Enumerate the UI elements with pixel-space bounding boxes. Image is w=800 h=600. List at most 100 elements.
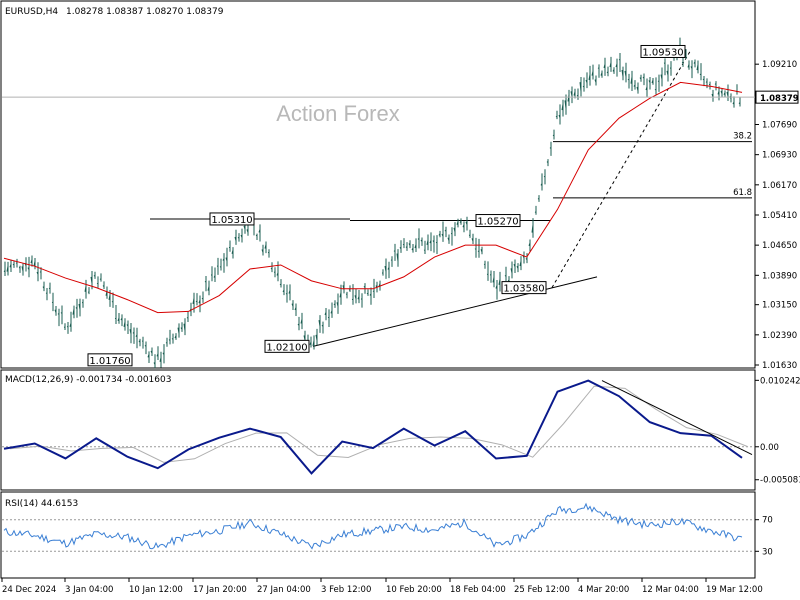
- support-trendline: [312, 276, 598, 347]
- price-bar: [267, 249, 270, 258]
- price-bar: [102, 281, 105, 290]
- price-bar: [312, 335, 315, 350]
- price-bar: [528, 239, 531, 252]
- x-tick-label: 17 Jan 20:00: [193, 585, 247, 595]
- price-bar: [165, 337, 168, 347]
- price-tick-label: 1.02390: [762, 331, 797, 341]
- price-bar: [330, 302, 333, 318]
- price-bar: [6, 261, 9, 276]
- price-annotation-label: 1.09530: [642, 47, 683, 58]
- price-bar: [651, 78, 654, 85]
- price-bar: [297, 316, 300, 331]
- current-price-label: 1.08379: [760, 94, 799, 104]
- rsi-tick-label: 70: [762, 516, 773, 526]
- x-tick-label: 18 Feb 04:00: [450, 585, 506, 595]
- price-bar: [294, 303, 297, 316]
- price-bar: [708, 81, 711, 90]
- price-bar: [549, 141, 552, 156]
- price-bar: [702, 75, 705, 87]
- price-bar: [591, 64, 594, 80]
- price-bar: [261, 244, 264, 256]
- price-bar: [612, 67, 615, 74]
- price-bar: [210, 266, 213, 282]
- price-bar: [192, 292, 195, 313]
- macd-label: MACD(12,26,9) -0.001734 -0.001603: [5, 375, 171, 385]
- price-bar: [333, 300, 336, 308]
- price-bar: [120, 314, 123, 327]
- price-bar: [354, 288, 357, 304]
- price-bar: [228, 240, 231, 252]
- price-bar: [279, 279, 282, 288]
- price-bar: [30, 255, 33, 267]
- price-bar: [636, 82, 639, 94]
- price-bar: [15, 258, 18, 268]
- x-axis: 24 Dec 2024 3 Jan 04:00 10 Jan 12:00 17 Jan…: [1, 578, 763, 595]
- current-price-box: [755, 90, 799, 104]
- price-bar: [327, 309, 330, 328]
- price-bar: [621, 66, 624, 81]
- price-bar: [579, 77, 582, 97]
- price-bar: [402, 238, 405, 249]
- rsi-line: [3, 502, 743, 550]
- price-bar: [66, 321, 69, 334]
- price-bar: [510, 261, 513, 279]
- price-bar: [582, 77, 585, 92]
- price-bar: [657, 74, 660, 92]
- price-bar: [498, 271, 501, 292]
- price-bar: [237, 233, 240, 242]
- macd-tick-label: -0.005081: [760, 476, 800, 486]
- price-bar: [513, 259, 516, 274]
- price-tick-label: 1.06170: [762, 181, 797, 191]
- price-bar: [45, 288, 48, 301]
- price-bar: [309, 336, 312, 348]
- price-bar: [63, 323, 66, 330]
- price-bar: [450, 227, 453, 246]
- price-bar: [429, 232, 432, 252]
- price-bar: [564, 94, 567, 115]
- price-bar: [456, 218, 459, 228]
- price-annotation-label: 1.05270: [477, 217, 518, 228]
- price-bar: [147, 351, 150, 363]
- price-bar: [732, 96, 735, 108]
- moving-average-line: [3, 81, 743, 314]
- price-bar: [273, 267, 276, 278]
- price-bar: [36, 262, 39, 282]
- rsi-axis: 70 30: [2, 516, 773, 557]
- price-bar: [27, 256, 30, 278]
- price-bar: [714, 81, 717, 91]
- price-annotation-label: 1.03580: [503, 284, 544, 295]
- price-tick-label: 1.05410: [762, 211, 797, 221]
- price-bar: [492, 271, 495, 288]
- price-bar: [633, 80, 636, 90]
- price-bar: [315, 328, 318, 346]
- price-bar: [699, 63, 702, 81]
- price-tick-label: 1.03890: [762, 271, 797, 281]
- price-bar: [411, 244, 414, 253]
- price-bar: [423, 240, 426, 255]
- price-bar: [93, 271, 96, 279]
- price-bar: [561, 99, 564, 117]
- price-bar: [54, 306, 57, 316]
- price-bar: [117, 313, 120, 324]
- price-bar: [198, 295, 201, 313]
- price-bar: [555, 110, 558, 120]
- macd-axis: 0.010242 0.00 -0.005081: [2, 376, 800, 486]
- price-bar: [435, 235, 438, 255]
- symbol-label: EURUSD,H4: [5, 7, 58, 17]
- price-bar: [441, 221, 444, 242]
- price-annotation-low-3: 1.03580: [501, 281, 547, 295]
- price-bar: [321, 321, 324, 334]
- rsi-line: [3, 502, 743, 550]
- price-bar: [60, 305, 63, 325]
- price-bar: [447, 234, 450, 244]
- price-annotation-label: 1.01760: [89, 356, 130, 367]
- price-bar: [696, 60, 699, 74]
- price-bar: [9, 259, 12, 273]
- x-tick-label: 4 Mar 20:00: [578, 585, 629, 595]
- price-tick-label: 1.09210: [762, 60, 797, 70]
- macd-tick-label: 0.00: [760, 443, 779, 453]
- price-bar: [654, 77, 657, 95]
- price-bar: [705, 78, 708, 89]
- price-bar: [687, 60, 690, 70]
- price-bar: [357, 289, 360, 304]
